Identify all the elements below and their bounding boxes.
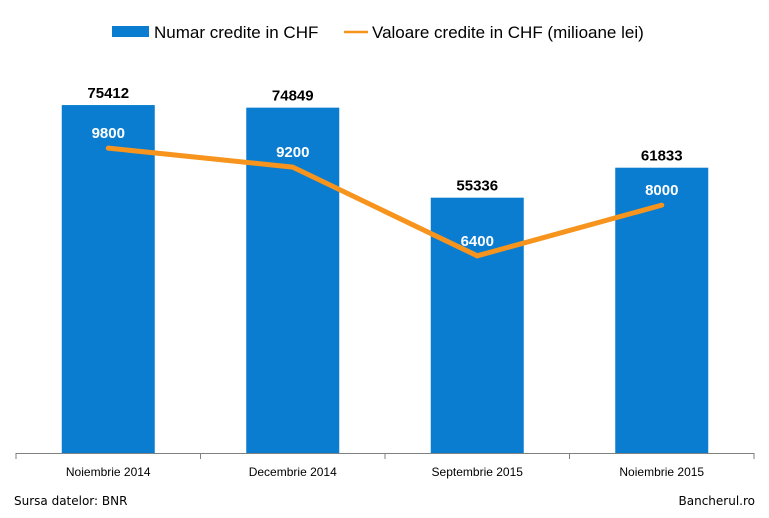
x-tick-label: Noiembrie 2014 xyxy=(66,465,151,479)
line-value-label: 8000 xyxy=(645,182,678,199)
bar-series xyxy=(61,105,709,453)
line-value-label: 6400 xyxy=(461,233,494,250)
bar-value-label: 74849 xyxy=(272,88,314,105)
bar-value-label: 55336 xyxy=(456,178,498,195)
source-note: Sursa datelor: BNR xyxy=(14,494,128,508)
line-series xyxy=(105,145,665,259)
bar-value-label: 75412 xyxy=(87,85,129,102)
legend-group: Numar credite in CHF Valoare credite in C… xyxy=(112,23,644,42)
bar xyxy=(615,167,709,453)
legend-label-bar: Numar credite in CHF xyxy=(154,23,318,42)
x-tick-label: Decembrie 2014 xyxy=(249,465,337,479)
x-tick-label: Septembrie 2015 xyxy=(432,465,524,479)
line-value-label: 9200 xyxy=(276,144,309,161)
x-axis: Noiembrie 2014 Decembrie 2014 Septembrie 2… xyxy=(15,453,755,479)
legend: Numar credite in CHF Valoare credite in C… xyxy=(112,23,644,42)
bar xyxy=(61,105,155,453)
x-tick-label: Noiembrie 2015 xyxy=(619,465,704,479)
bar-value-label: 61833 xyxy=(641,148,683,165)
legend-label-line: Valoare credite in CHF (milioane lei) xyxy=(372,23,644,42)
line-path xyxy=(105,145,665,259)
data-labels: 75412 74849 55336 61833 9800 9200 6400 8000 xyxy=(87,85,682,250)
brand-label: Bancherul.ro xyxy=(678,494,755,508)
line-value-label: 9800 xyxy=(92,125,125,142)
legend-swatch-bar xyxy=(112,26,149,37)
